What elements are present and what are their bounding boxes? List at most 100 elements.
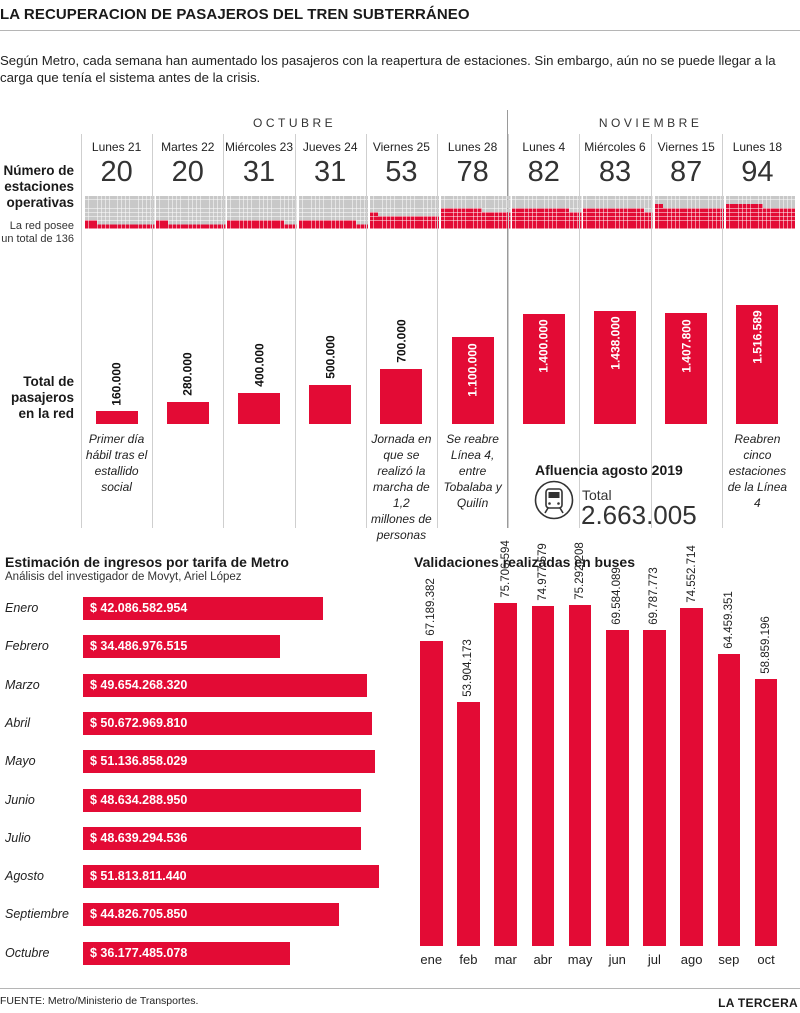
station-waffle-grid	[441, 196, 511, 229]
station-cell-open	[561, 224, 566, 229]
station-cell-closed	[431, 212, 435, 217]
station-cell-closed	[184, 212, 189, 217]
station-cell-closed	[427, 208, 431, 212]
station-cell-open	[683, 220, 687, 225]
passenger-bar	[380, 368, 423, 424]
station-cell-open	[502, 220, 507, 225]
station-cell-closed	[184, 200, 189, 204]
station-cell-closed	[390, 200, 394, 204]
station-cell-closed	[377, 196, 382, 200]
station-cell-closed	[113, 220, 118, 225]
station-cell-closed	[486, 200, 490, 204]
station-cell-closed	[683, 204, 687, 208]
station-cell-closed	[666, 196, 671, 200]
station-cell-open	[180, 224, 185, 229]
station-cell-open	[607, 220, 612, 225]
station-cell-open	[138, 224, 142, 229]
station-cell-closed	[193, 200, 197, 204]
station-cell-open	[540, 212, 545, 217]
station-cell-open	[156, 224, 160, 229]
station-cell-closed	[272, 196, 277, 200]
station-cell-closed	[284, 204, 289, 208]
station-cell-open	[716, 208, 720, 212]
station-cell-open	[636, 212, 641, 217]
bus-validation-bar	[420, 641, 443, 946]
station-cell-open	[679, 208, 683, 212]
station-cell-open	[355, 224, 360, 229]
station-cell-open	[754, 212, 759, 217]
station-cell-open	[441, 224, 445, 229]
station-cell-open	[675, 216, 679, 221]
station-cell-closed	[243, 204, 248, 208]
station-cell-closed	[783, 204, 787, 208]
station-cell-open	[465, 212, 470, 217]
station-cell-open	[168, 224, 173, 229]
station-cell-open	[742, 220, 746, 225]
station-cell-closed	[716, 204, 720, 208]
revenue-bar	[83, 711, 373, 735]
bus-validation-bar	[754, 679, 778, 946]
station-cell-open	[423, 220, 427, 225]
column-separator	[365, 134, 367, 528]
station-cell-open	[482, 220, 486, 225]
station-cell-closed	[347, 204, 352, 208]
revenue-month-label: Octubre	[5, 945, 50, 960]
station-cell-closed	[288, 204, 293, 208]
station-cell-closed	[343, 200, 348, 204]
station-cell-closed	[787, 200, 791, 204]
station-cell-closed	[117, 212, 122, 217]
station-cell-closed	[339, 196, 344, 200]
station-cell-open	[569, 216, 574, 221]
station-cell-closed	[213, 200, 218, 204]
station-cell-open	[386, 216, 390, 221]
station-cell-open	[486, 212, 490, 217]
station-cell-open	[490, 216, 494, 221]
station-cell-open	[142, 224, 147, 229]
station-cell-open	[624, 208, 629, 212]
station-cell-open	[360, 224, 364, 229]
station-cell-closed	[494, 204, 498, 208]
station-cell-closed	[327, 204, 331, 208]
station-cell-open	[699, 220, 704, 225]
station-cell-open	[482, 216, 486, 221]
station-cell-open	[457, 212, 462, 217]
station-cell-closed	[402, 204, 407, 208]
station-cell-closed	[343, 212, 348, 217]
revenue-bar	[83, 673, 367, 697]
station-count: 94	[741, 156, 774, 188]
station-cell-open	[512, 208, 516, 212]
station-count: 53	[385, 156, 418, 188]
station-cell-closed	[628, 200, 633, 204]
station-cell-closed	[457, 204, 462, 208]
station-cell-open	[679, 212, 683, 217]
station-cell-open	[231, 220, 236, 225]
station-cell-closed	[109, 200, 114, 204]
station-cell-open	[482, 224, 486, 229]
station-cell-open	[373, 224, 378, 229]
station-cell-open	[644, 212, 649, 217]
station-cell-closed	[351, 204, 356, 208]
station-cell-closed	[243, 212, 248, 217]
station-cell-open	[703, 220, 708, 225]
station-cell-open	[310, 220, 315, 225]
station-cell-closed	[449, 196, 453, 200]
bus-validation-value: 69.584.089	[611, 567, 624, 626]
station-cell-open	[276, 224, 281, 229]
station-cell-closed	[441, 200, 445, 204]
station-cell-closed	[138, 208, 142, 212]
passenger-bar	[594, 310, 636, 424]
station-cell-closed	[138, 212, 142, 217]
station-cell-closed	[360, 196, 364, 200]
station-cell-closed	[227, 216, 232, 221]
station-cell-closed	[113, 200, 118, 204]
station-cell-closed	[603, 196, 608, 200]
bus-month-label: ene	[420, 952, 443, 967]
revenue-month-label: Mayo	[5, 754, 36, 769]
station-cell-open	[670, 220, 675, 225]
bus-month-label: mar	[494, 952, 517, 967]
station-cell-closed	[197, 212, 201, 217]
station-cell-closed	[268, 212, 273, 217]
bus-validation-value: 64.459.351	[722, 590, 735, 649]
stations-passengers-section: OCTUBRE NOVIEMBRE Número de estaciones o…	[0, 108, 800, 542]
station-cell-open	[679, 220, 683, 225]
